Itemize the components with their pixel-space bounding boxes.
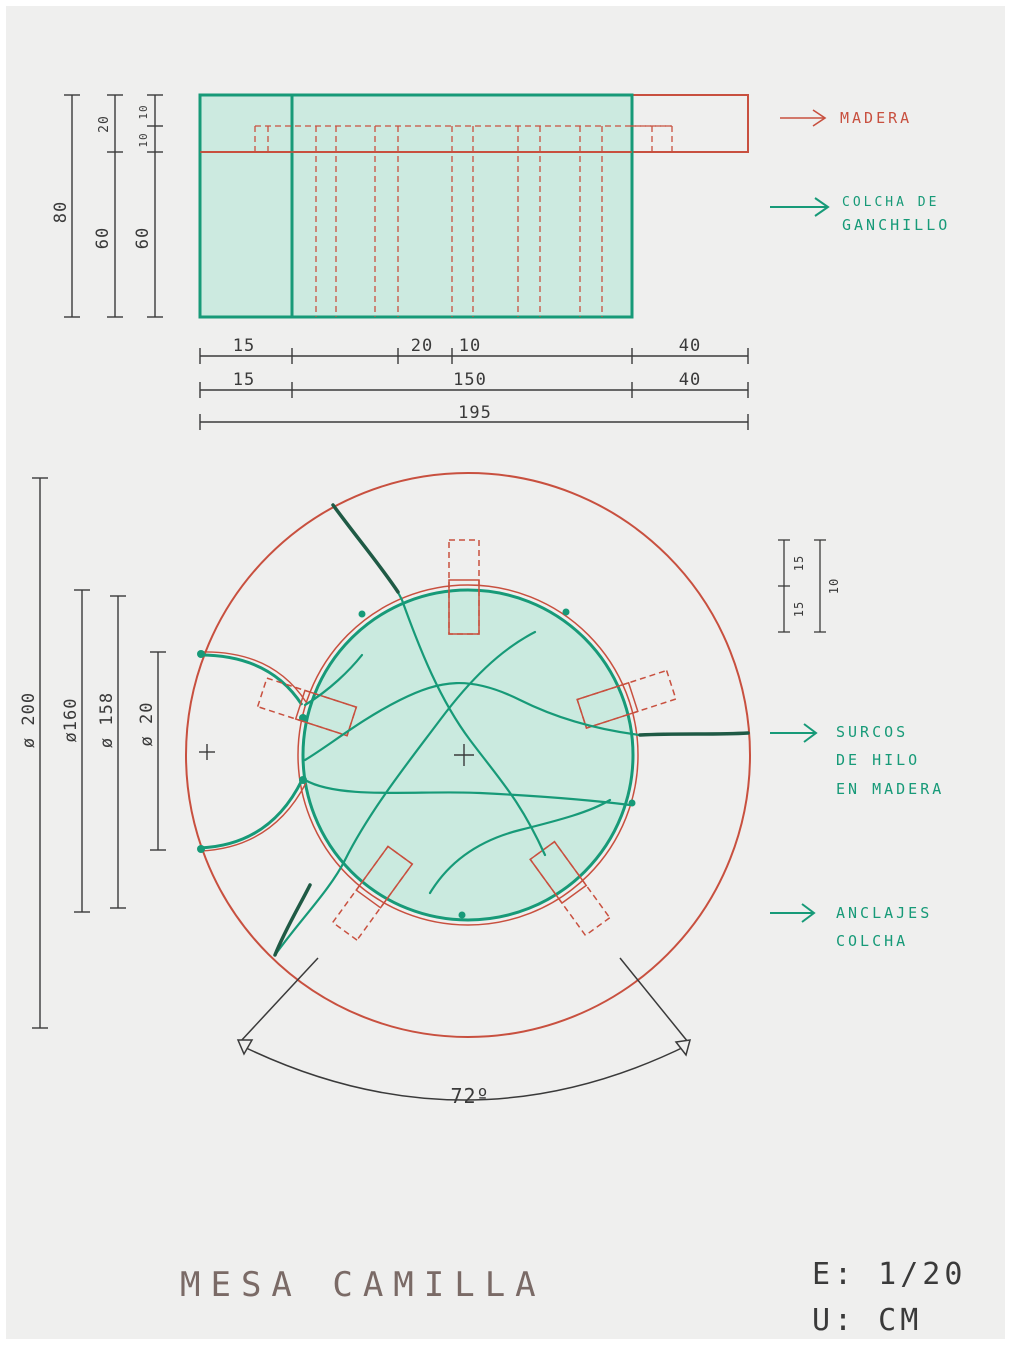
slot-dim-10: 10 [827,578,841,594]
diameter-158: ø 158 [97,692,117,748]
colcha-label-line1: COLCHA DE [842,195,939,210]
madera-label: MADERA [840,109,912,127]
thread-grooves [273,503,642,957]
width-dim-40-a: 40 [679,336,701,356]
width-dim-15-a: 15 [233,336,255,356]
quilt-fill [200,95,632,317]
height-dim-60-outer: 60 [93,227,113,249]
surcos-callout [770,723,818,743]
anclajes-callout [770,903,816,923]
width-dim-10: 10 [459,336,481,356]
height-dim-60-inner: 60 [133,227,153,249]
left-cutout-wood [199,651,307,852]
diameter-20: ø 20 [137,702,157,747]
wood-opening [297,584,639,926]
quilt-outline [198,93,634,319]
drawing-units: U: CM [812,1303,922,1338]
leg-slots [256,539,677,942]
grooves-outer-ends [273,503,750,957]
hidden-lines [254,125,673,317]
wood-disc-outer [185,472,751,1038]
colcha-callout [770,197,830,217]
plan-view [185,472,751,1038]
surcos-label-line1: SURCOS [836,723,908,741]
colcha-label-line2: GANCHILLO [842,216,950,234]
height-dimension-lines [64,94,163,318]
width-dim-40-b: 40 [679,370,701,390]
height-dim-80: 80 [51,201,71,223]
slot-dim-15-a: 15 [792,555,806,571]
slot-dimension-lines [778,539,826,633]
angle-72: 72º [450,1084,489,1108]
width-dim-150: 150 [453,370,487,390]
height-dim-10-top: 10 [137,104,150,119]
width-dim-195: 195 [458,403,492,423]
center-marks [199,744,474,766]
anclajes-label-line2: COLCHA [836,932,908,950]
angle-dimension [236,957,692,1101]
drawing-title: MESA CAMILLA [180,1265,546,1305]
anclajes-label-line1: ANCLAJES [836,904,932,922]
drawing-scale: E: 1/20 [812,1257,966,1292]
surcos-label-line2: DE HILO [836,751,920,769]
madera-callout [780,109,827,127]
diameter-dimension-lines [32,477,166,1029]
surcos-label-line3: EN MADERA [836,780,944,798]
diameter-200: ø 200 [19,692,39,748]
height-dim-20: 20 [97,115,112,133]
elevation-view [198,93,749,319]
width-dim-15-b: 15 [233,370,255,390]
left-cutout-edge [199,653,304,850]
width-dimension-lines [199,348,749,430]
diameter-160: ø160 [61,698,81,743]
height-dim-10-bottom: 10 [137,132,150,147]
quilt-disc [301,588,635,922]
slot-dim-15-b: 15 [792,601,806,617]
width-dim-20: 20 [411,336,433,356]
